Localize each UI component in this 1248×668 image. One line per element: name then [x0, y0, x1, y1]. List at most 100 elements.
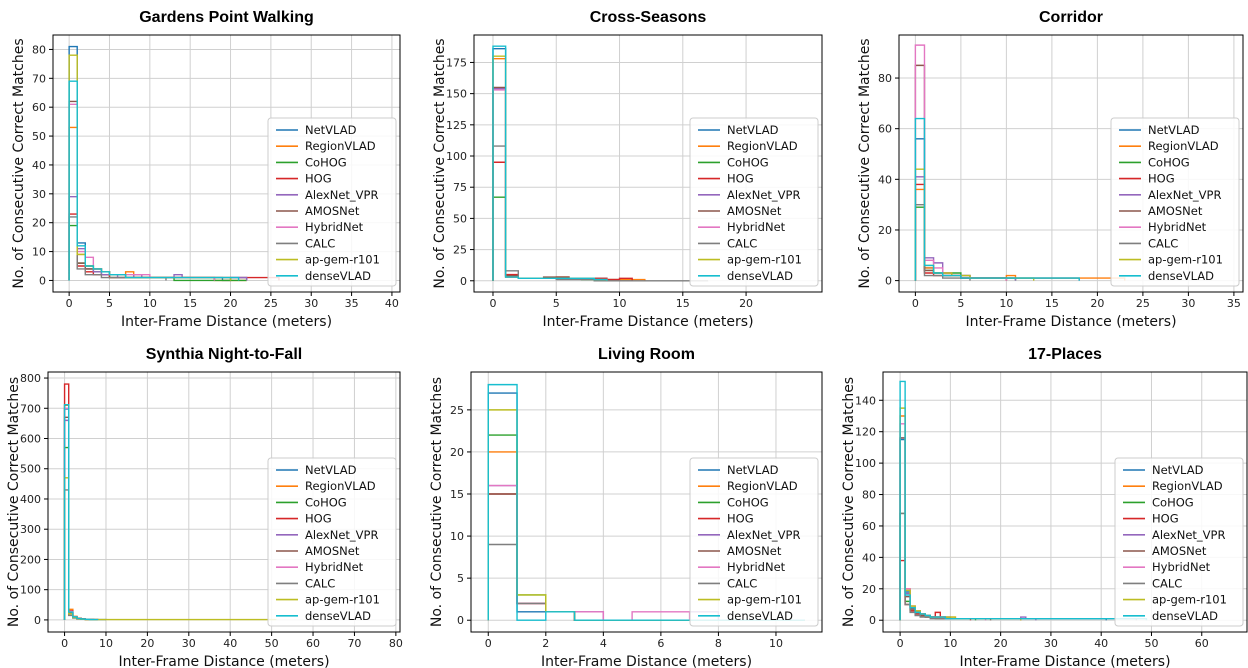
legend-label-cohog: CoHOG	[727, 495, 769, 509]
histogram-series-cohog	[492, 196, 608, 281]
y-tick-label: 120	[855, 426, 876, 439]
x-tick-label: 0	[897, 637, 904, 650]
legend: NetVLAD RegionVLAD CoHOG HOG AlexNet_VPR AMOS…	[689, 117, 819, 287]
x-tick-label: 20	[994, 637, 1008, 650]
y-tick-label: 125	[446, 119, 467, 132]
x-tick-label: 40	[223, 637, 237, 650]
chart-panel-corridor: 0 5 10 15 20 25 30 35 0 20 40 60 80 Corridor Inter-Fra…	[857, 9, 1244, 330]
legend-label-ap-gem-r101: ap-gem-r101	[727, 593, 802, 607]
chart-panel-synthia-night-to-fall: 0 10 20 30 40 50 60 70 8001002003004005006007008…	[6, 346, 403, 668]
x-tick-label: 30	[1044, 637, 1058, 650]
histogram-series-hybridnet	[68, 103, 216, 281]
histogram-series-densevlad	[492, 45, 608, 281]
y-tick-label: 10	[450, 530, 464, 543]
legend-label-hog: HOG	[1148, 172, 1175, 186]
chart-title: Living Room	[598, 346, 695, 363]
legend-label-netvlad: NetVLAD	[1152, 463, 1204, 477]
x-tick-label: 25	[1136, 297, 1150, 310]
legend-label-calc: CALC	[305, 576, 335, 590]
x-axis-label: Inter-Frame Distance (meters)	[542, 314, 753, 330]
y-tick-label: 30	[32, 188, 46, 201]
y-tick-label: 150	[446, 88, 467, 101]
legend-label-netvlad: NetVLAD	[305, 123, 357, 137]
x-tick-label: 60	[306, 637, 320, 650]
legend-label-cohog: CoHOG	[305, 495, 347, 509]
legend-label-hybridnet: HybridNet	[1152, 560, 1211, 574]
legend-label-ap-gem-r101: ap-gem-r101	[727, 253, 802, 267]
y-tick-label: 0	[39, 274, 46, 287]
x-tick-label: 15	[1045, 297, 1059, 310]
y-tick-label: 70	[32, 72, 46, 85]
y-tick-label: 15	[450, 488, 464, 501]
histogram-series-densevlad	[899, 380, 1148, 621]
y-tick-label: 140	[855, 394, 876, 407]
y-tick-label: 50	[453, 212, 467, 225]
x-axis-label: Inter-Frame Distance (meters)	[959, 654, 1170, 668]
chart-title: Gardens Point Walking	[139, 9, 314, 26]
histogram-series-hog	[63, 383, 99, 621]
x-tick-label: 20	[1090, 297, 1104, 310]
legend-label-amosnet: AMOSNet	[727, 204, 782, 218]
chart-panel-17-places: 0 10 20 30 40 50 60 0 20 40 60 80 100 120 140 17-Places…	[841, 346, 1248, 668]
legend-label-hog: HOG	[727, 172, 754, 186]
legend-label-hybridnet: HybridNet	[727, 220, 786, 234]
x-tick-label: 40	[385, 297, 399, 310]
x-tick-label: 5	[553, 297, 560, 310]
legend: NetVLAD RegionVLAD CoHOG HOG AlexNet_VPR AMOS…	[1110, 117, 1240, 287]
legend-label-cohog: CoHOG	[727, 155, 769, 169]
legend-label-cohog: CoHOG	[305, 155, 347, 169]
legend-label-amosnet: AMOSNet	[727, 544, 782, 558]
x-tick-label: 60	[1195, 637, 1209, 650]
y-axis-label: No. of Consecutive Correct Matches	[857, 38, 873, 288]
histogram-series-hog	[492, 161, 633, 281]
x-tick-label: 10	[769, 637, 783, 650]
histogram-series-regionvlad	[492, 58, 646, 281]
legend: NetVLAD RegionVLAD CoHOG HOG AlexNet_VPR AMOS…	[689, 457, 819, 627]
legend-label-calc: CALC	[727, 236, 757, 250]
x-tick-label: 6	[657, 637, 664, 650]
legend-label-alexnet-vpr: AlexNet_VPR	[727, 528, 800, 542]
histogram-series-amosnet	[492, 86, 608, 281]
legend-label-alexnet-vpr: AlexNet_VPR	[727, 188, 800, 202]
x-tick-label: 50	[1144, 637, 1158, 650]
legend-label-calc: CALC	[1152, 576, 1182, 590]
histogram-series-hybridnet	[899, 423, 987, 621]
legend-label-hog: HOG	[305, 512, 332, 526]
y-tick-label: 100	[20, 584, 41, 597]
x-tick-label: 0	[66, 297, 73, 310]
axes-frame	[47, 371, 401, 633]
legend-label-densevlad: denseVLAD	[727, 269, 793, 283]
legend-box	[267, 117, 397, 287]
legend-label-alexnet-vpr: AlexNet_VPR	[1152, 528, 1225, 542]
y-tick-label: 80	[878, 72, 892, 85]
x-tick-label: 80	[389, 637, 403, 650]
histogram-series-densevlad	[68, 80, 240, 281]
x-tick-label: 0	[489, 297, 496, 310]
legend: NetVLAD RegionVLAD CoHOG HOG AlexNet_VPR AMOS…	[1114, 457, 1244, 627]
legend-label-densevlad: denseVLAD	[305, 609, 371, 623]
axes-frame	[470, 371, 823, 633]
legend-label-hybridnet: HybridNet	[305, 560, 364, 574]
histogram-series-alexnet-vpr	[899, 437, 1037, 621]
histogram-series-cohog	[914, 206, 1017, 281]
x-axis-label: Inter-Frame Distance (meters)	[118, 654, 329, 668]
chart-title: Synthia Night-to-Fall	[146, 346, 302, 363]
y-tick-label: 25	[453, 244, 467, 257]
chart-title: Cross-Seasons	[590, 9, 707, 26]
y-tick-label: 0	[869, 614, 876, 627]
x-tick-label: 0	[912, 297, 919, 310]
x-tick-label: 30	[304, 297, 318, 310]
x-tick-label: 0	[485, 637, 492, 650]
histogram-series-regionvlad	[68, 126, 247, 282]
y-tick-label: 300	[20, 523, 41, 536]
y-tick-label: 40	[862, 551, 876, 564]
legend-label-hog: HOG	[305, 172, 332, 186]
x-tick-label: 10	[943, 637, 957, 650]
y-tick-label: 80	[862, 489, 876, 502]
x-tick-label: 10	[143, 297, 157, 310]
legend-label-hybridnet: HybridNet	[727, 560, 786, 574]
x-tick-label: 15	[676, 297, 690, 310]
histogram-series-netvlad	[899, 438, 1107, 621]
legend-label-regionvlad: RegionVLAD	[1148, 139, 1219, 153]
chart-panel-living-room: 0 2 4 6 8 10 0 5 10 15 20 25 Living Room Inter-Frame …	[429, 346, 823, 668]
